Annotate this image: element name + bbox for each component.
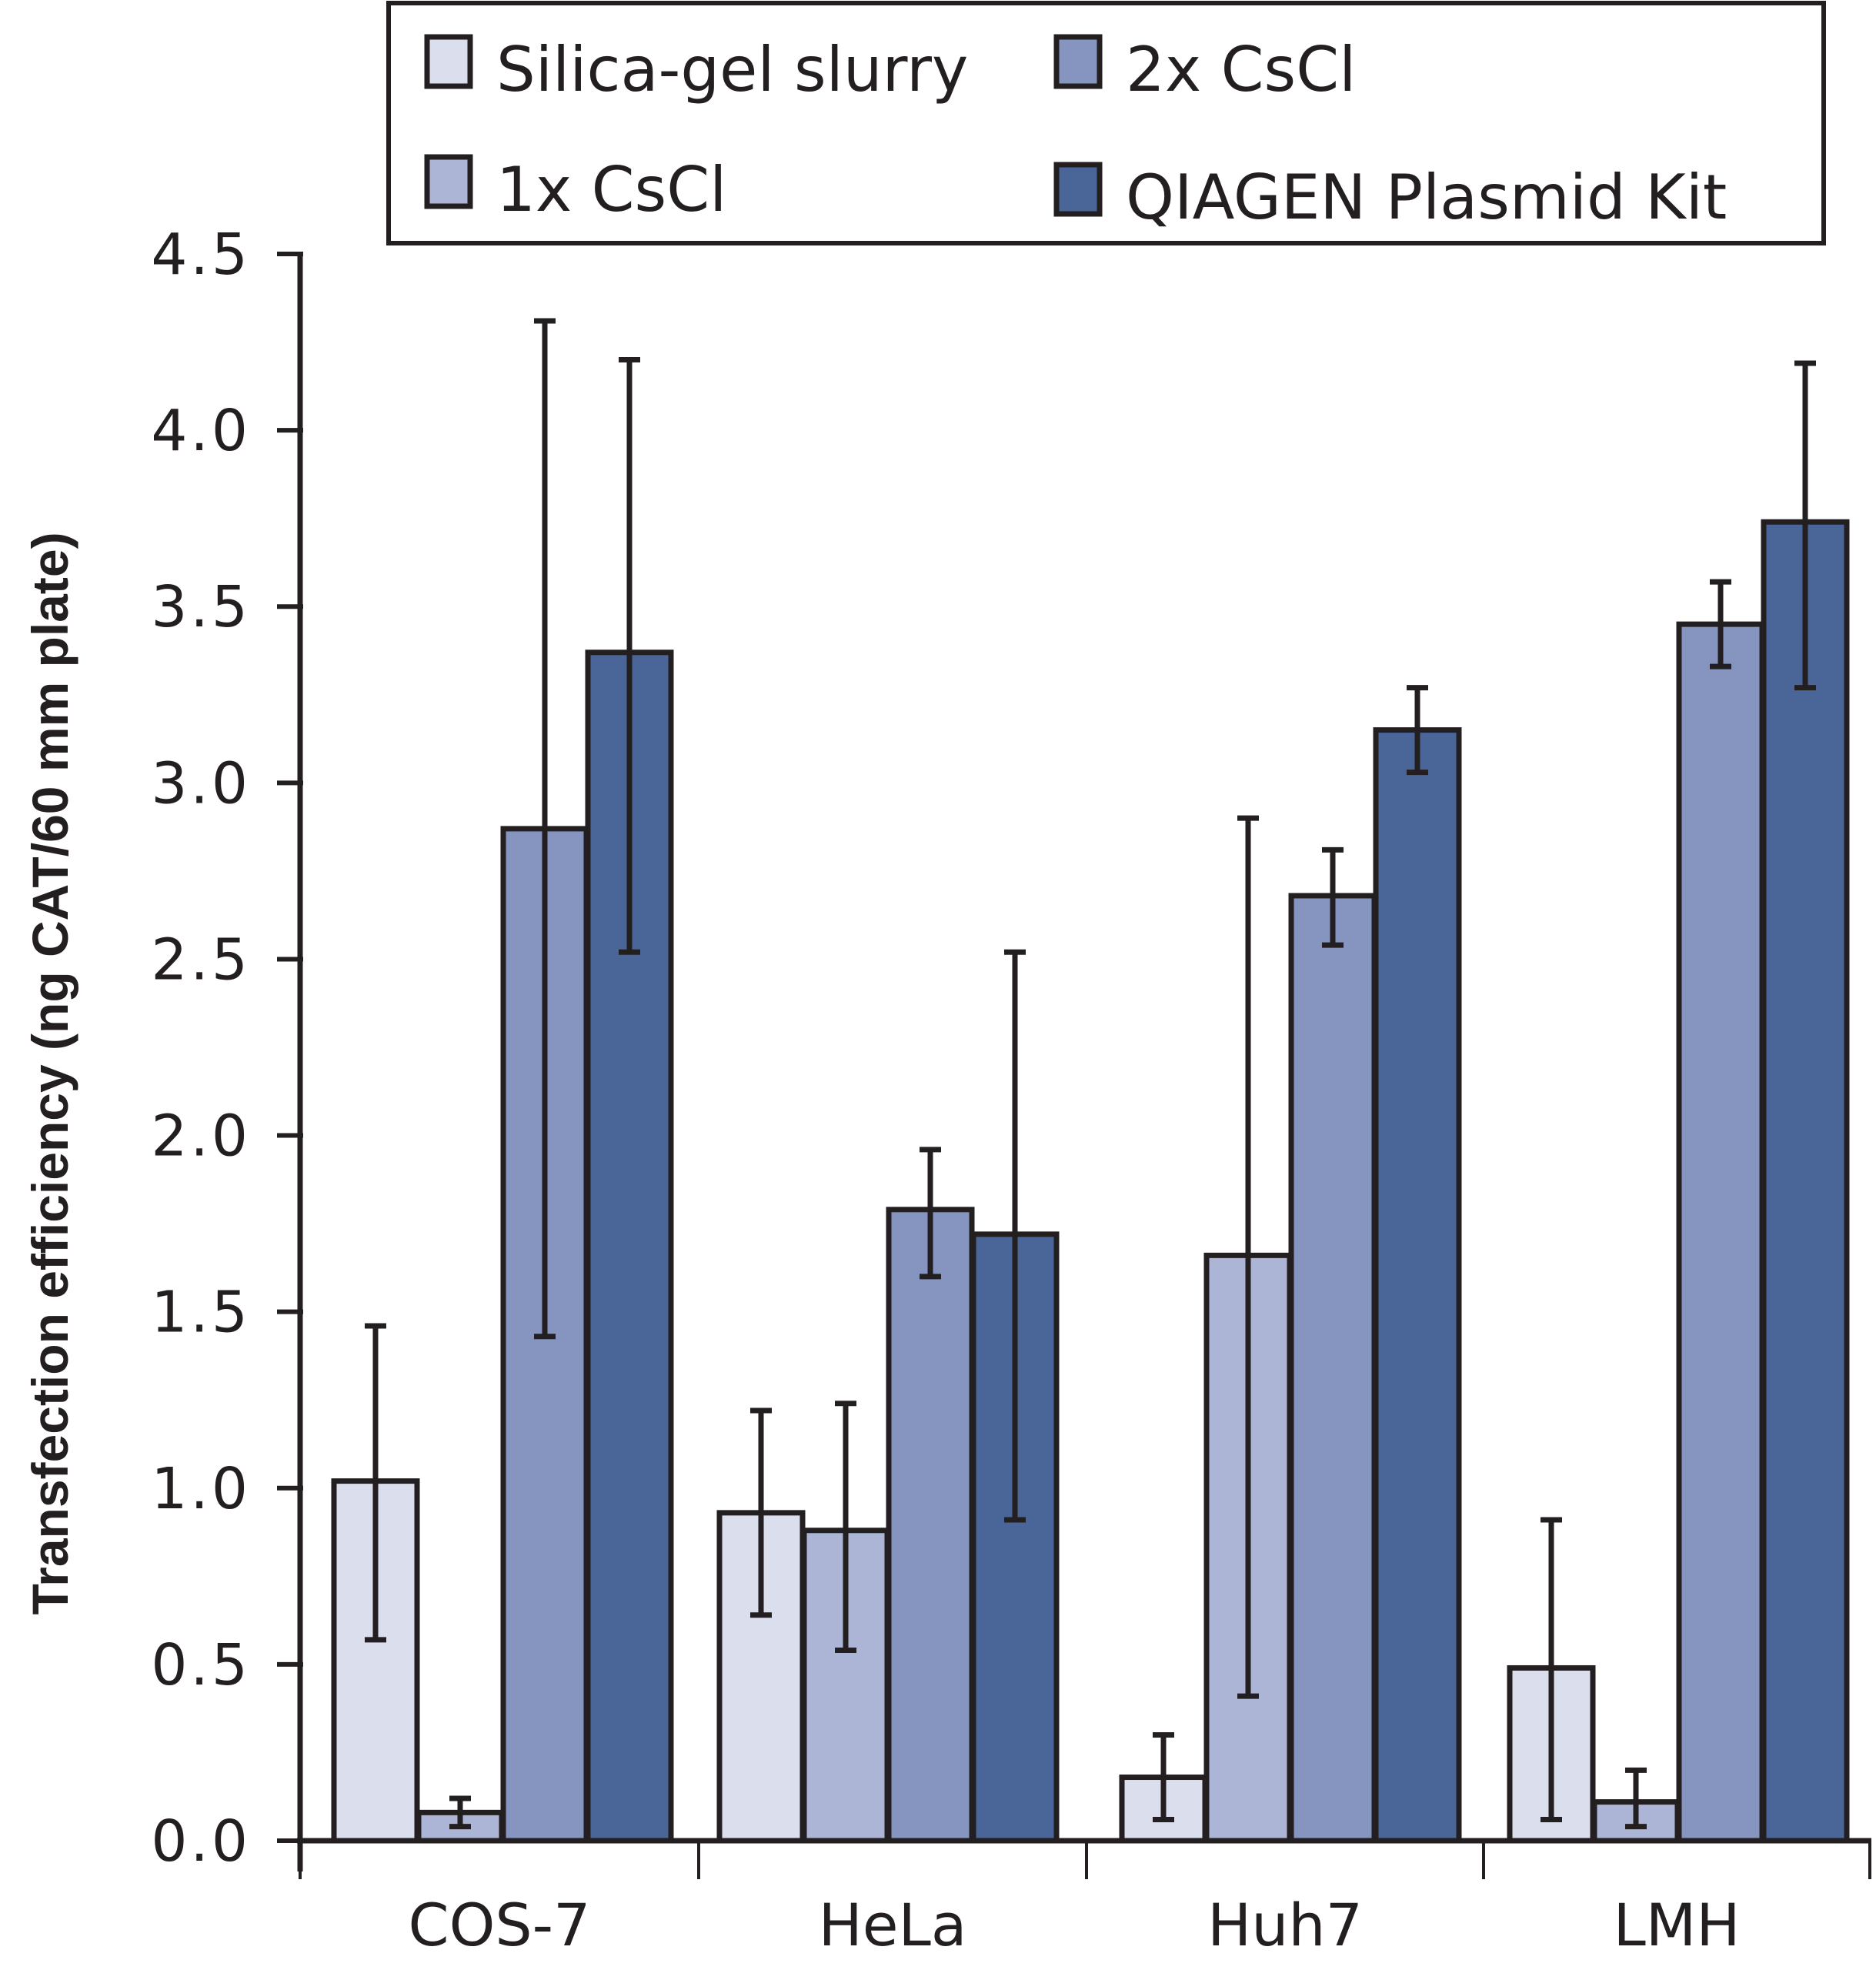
bar-hela-series-2 bbox=[886, 1207, 975, 1844]
legend-label: QIAGEN Plasmid Kit bbox=[1126, 162, 1727, 233]
bars bbox=[331, 519, 1850, 1844]
bar-huh7-series-3 bbox=[1373, 727, 1462, 1844]
legend-item: 2x CsCl bbox=[1053, 34, 1356, 105]
y-tick-label: 1.0 bbox=[151, 1456, 251, 1522]
y-tick-label: 4.0 bbox=[151, 398, 251, 464]
error-bars bbox=[365, 318, 1816, 1830]
legend-item: Silica-gel slurry bbox=[424, 34, 968, 105]
x-category-label: LMH bbox=[1613, 1891, 1740, 1959]
legend-swatch bbox=[424, 34, 473, 89]
legend: Silica-gel slurry 2x CsCl 1x CsCl QIAGEN Pl… bbox=[386, 1, 1826, 245]
legend-label: Silica-gel slurry bbox=[496, 34, 968, 105]
y-tick-label: 0.5 bbox=[151, 1632, 251, 1698]
bar-huh7-series-2 bbox=[1288, 893, 1377, 1844]
legend-swatch bbox=[1053, 162, 1103, 217]
x-axis: COS-7 HeLa Huh7 LMH bbox=[297, 1838, 1871, 1959]
y-tick-label: 0.0 bbox=[151, 1808, 251, 1875]
y-tick-label: 3.5 bbox=[151, 574, 251, 640]
legend-frame bbox=[386, 1, 1826, 245]
y-tick-label: 1.5 bbox=[151, 1280, 251, 1346]
y-tick-label: 3.0 bbox=[151, 750, 251, 816]
y-tick-label: 4.5 bbox=[151, 222, 251, 288]
legend-swatch bbox=[424, 154, 473, 209]
y-axis: 0.0 0.5 1.0 1.5 2.0 2.5 3.0 3.5 4.0 4.5 bbox=[151, 222, 303, 1875]
legend-item: QIAGEN Plasmid Kit bbox=[1053, 162, 1727, 233]
legend-swatch bbox=[1053, 34, 1103, 89]
legend-item: 1x CsCl bbox=[424, 154, 726, 225]
y-axis-label: Transfection efficiency (ng CAT/60 mm pl… bbox=[22, 532, 78, 1614]
y-tick-label: 2.0 bbox=[151, 1104, 251, 1170]
x-category-label: COS-7 bbox=[409, 1891, 591, 1959]
y-tick-label: 2.5 bbox=[151, 927, 251, 993]
bar-lmh-series-2 bbox=[1676, 621, 1765, 1844]
x-category-label: Huh7 bbox=[1207, 1891, 1363, 1959]
bar-lmh-series-3 bbox=[1761, 519, 1850, 1844]
x-category-label: HeLa bbox=[819, 1891, 967, 1959]
legend-label: 1x CsCl bbox=[496, 154, 726, 225]
legend-label: 2x CsCl bbox=[1126, 34, 1356, 105]
